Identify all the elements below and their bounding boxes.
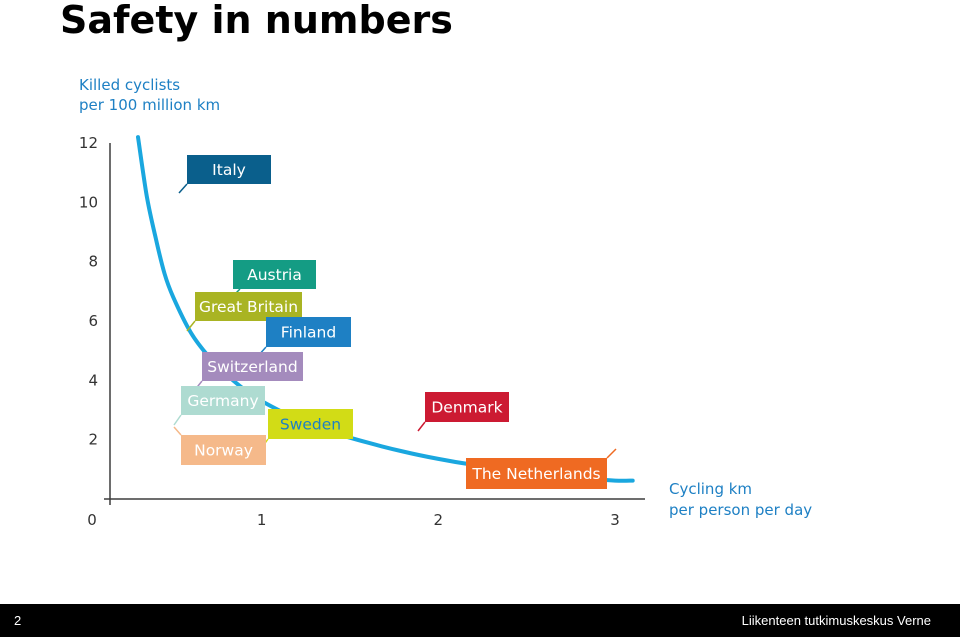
country-label-italy: Italy bbox=[178, 155, 271, 194]
country-labels: Italy Austria Great Britain Finland Switzerl… bbox=[173, 155, 617, 489]
country-name: Finland bbox=[281, 324, 336, 342]
country-label-germany: Germany bbox=[173, 386, 265, 426]
country-label-austria: Austria bbox=[230, 260, 316, 299]
country-box bbox=[268, 409, 353, 439]
chart-axes bbox=[104, 143, 645, 505]
leader-line bbox=[173, 414, 182, 426]
country-label-the-netherlands: The Netherlands bbox=[466, 448, 617, 489]
y-tick-label: 12 bbox=[79, 134, 98, 152]
country-label-denmark: Denmark bbox=[417, 392, 509, 432]
y-tick-label: 4 bbox=[88, 371, 98, 389]
country-label-norway: Norway bbox=[173, 426, 266, 465]
x-axis-label-line: Cycling km bbox=[669, 480, 752, 498]
country-box bbox=[181, 386, 265, 415]
country-box bbox=[233, 260, 316, 289]
chart: Killed cyclists per 100 million km Cyclin… bbox=[79, 76, 812, 529]
y-tick-label: 8 bbox=[88, 253, 98, 271]
country-name: Norway bbox=[194, 442, 253, 460]
leader-line bbox=[173, 426, 182, 436]
x-tick-label: 3 bbox=[610, 511, 620, 529]
x-tick-label: 1 bbox=[257, 511, 267, 529]
country-label-switzerland: Switzerland bbox=[193, 352, 303, 392]
y-tick-label: 6 bbox=[88, 312, 98, 330]
country-name: Great Britain bbox=[199, 298, 298, 316]
country-box bbox=[195, 292, 302, 321]
leader-line bbox=[606, 448, 617, 459]
page-number: 2 bbox=[14, 613, 22, 628]
leader-line bbox=[186, 320, 196, 332]
y-axis-label-line: per 100 million km bbox=[79, 96, 220, 114]
country-box bbox=[425, 392, 509, 422]
y-axis-label: Killed cyclists per 100 million km bbox=[79, 76, 220, 114]
country-label-finland: Finland bbox=[257, 317, 351, 357]
x-axis-label-line: per person per day bbox=[669, 501, 812, 519]
x-tick-label: 0 bbox=[87, 511, 97, 529]
country-name: Denmark bbox=[431, 399, 502, 417]
country-box bbox=[466, 458, 607, 489]
x-axis-label: Cycling km per person per day bbox=[669, 480, 812, 519]
y-axis-label-line: Killed cyclists bbox=[79, 76, 180, 94]
country-box bbox=[266, 317, 351, 347]
x-tick-label: 2 bbox=[434, 511, 444, 529]
country-name: The Netherlands bbox=[471, 465, 600, 483]
leader-line bbox=[417, 421, 426, 432]
slide-title: Safety in numbers bbox=[60, 0, 453, 42]
country-box bbox=[181, 435, 266, 465]
y-tick-label: 2 bbox=[88, 431, 98, 449]
country-label-sweden: Sweden bbox=[260, 409, 353, 450]
organization-name: Liikenteen tutkimuskeskus Verne bbox=[741, 613, 931, 628]
country-label-great-britain: Great Britain bbox=[186, 292, 302, 332]
country-box bbox=[202, 352, 303, 381]
country-name: Austria bbox=[247, 266, 302, 284]
country-name: Italy bbox=[212, 161, 246, 179]
country-name: Switzerland bbox=[207, 358, 297, 376]
leader-line bbox=[178, 183, 188, 194]
country-name: Germany bbox=[187, 392, 258, 410]
country-box bbox=[187, 155, 271, 184]
footer-bar: 2 Liikenteen tutkimuskeskus Verne bbox=[0, 604, 960, 637]
country-name: Sweden bbox=[280, 416, 341, 434]
y-tick-label: 10 bbox=[79, 193, 98, 211]
